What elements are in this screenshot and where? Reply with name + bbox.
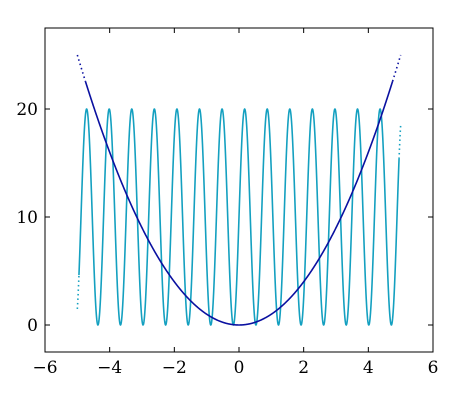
- x-tick-label: 2: [298, 358, 309, 378]
- x-tick-label: −4: [97, 358, 122, 378]
- series-line-dotted-left: [76, 275, 80, 309]
- series-layer: [76, 54, 402, 326]
- x-tick-label: 4: [363, 358, 374, 378]
- series-0: [76, 108, 402, 326]
- y-tick-label: 20: [16, 100, 38, 120]
- series-line: [84, 81, 394, 326]
- series-line: [78, 108, 400, 326]
- series-line-dotted-left: [76, 54, 87, 82]
- axes-layer: −6 −4 −2 0 2 4 6 0 10 20: [16, 27, 439, 378]
- y-tick-label: 0: [27, 316, 38, 336]
- x-tick-label: −2: [162, 358, 187, 378]
- x-tick-label: 0: [234, 358, 245, 378]
- series-1: [76, 54, 402, 326]
- series-line-dotted-right: [391, 54, 402, 82]
- y-tick-label: 10: [16, 208, 38, 228]
- series-line-dotted-right: [398, 125, 402, 159]
- x-tick-label: 6: [428, 358, 439, 378]
- x-tick-label: −6: [32, 358, 57, 378]
